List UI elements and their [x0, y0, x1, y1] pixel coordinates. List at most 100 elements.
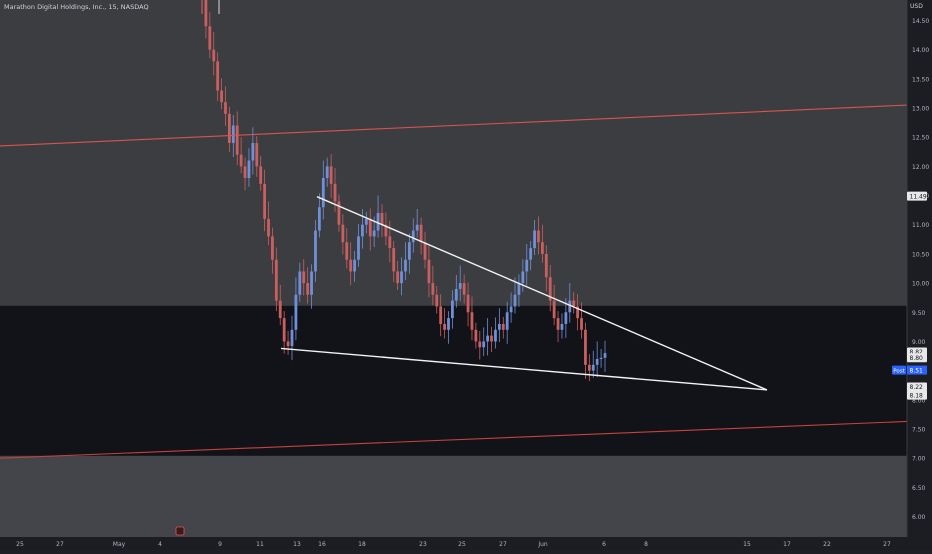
candle-body [435, 294, 439, 307]
candle-body [220, 90, 223, 103]
candle-body [314, 230, 317, 272]
candle-body [447, 318, 450, 330]
candle-body [317, 207, 321, 231]
candle-body [599, 357, 603, 359]
time-axis-strip [0, 537, 932, 550]
candle-body [224, 102, 227, 114]
candle-body [517, 283, 521, 295]
earnings-marker-icon[interactable] [175, 526, 185, 536]
price-label: 8.82 [910, 349, 924, 356]
candle-body [454, 288, 458, 301]
candle-body [521, 271, 525, 284]
price-tick-label: 11.00 [912, 222, 929, 229]
candle-body [286, 341, 290, 347]
candle-body [239, 154, 243, 167]
time-tick-label: 6 [602, 541, 606, 548]
candle-body [478, 341, 482, 348]
candle-body [407, 242, 411, 260]
wedge-top-line[interactable] [316, 196, 768, 391]
upper-red-channel[interactable] [0, 104, 908, 147]
candle-body [400, 271, 403, 284]
candle-body [212, 49, 216, 62]
candle-body [525, 259, 529, 272]
candle-body [560, 323, 564, 330]
time-tick-label: 25 [458, 541, 466, 548]
time-tick-label: 13 [293, 541, 301, 548]
candle-body [509, 306, 513, 313]
candle-body [263, 183, 267, 219]
time-tick-label: 15 [743, 541, 751, 548]
middle-zone [0, 305, 907, 456]
time-tick-label: 23 [419, 541, 427, 548]
price-label-box [907, 390, 927, 400]
candle-body [572, 300, 576, 307]
candle-body [513, 294, 517, 307]
candle-body [380, 213, 384, 225]
price-tick-label: 13.00 [912, 105, 929, 112]
price-label: 8.51 [910, 367, 924, 374]
candle-body [372, 230, 376, 237]
price-tick-label: 13.50 [912, 76, 929, 83]
candle-body [247, 160, 251, 179]
wedge-bottom-line[interactable] [280, 347, 768, 391]
candle-body [486, 335, 490, 342]
price-label-box [907, 365, 927, 375]
candle-body [431, 283, 435, 295]
time-tick-label: 9 [218, 541, 222, 548]
candle-body [556, 318, 560, 330]
candle-body [357, 236, 360, 260]
lower-zone [0, 455, 907, 537]
candle-body [231, 125, 235, 144]
price-tick-label: 14.00 [912, 47, 929, 54]
candle-body [568, 300, 572, 313]
candle-body [298, 271, 302, 295]
candle-body [235, 125, 239, 155]
price-tick-label: 9.00 [912, 339, 926, 346]
candle-body [227, 113, 231, 144]
price-tick-label: 12.50 [912, 135, 929, 142]
price-label: 8.22 [910, 384, 924, 391]
time-tick-label: 27 [56, 541, 64, 548]
price-label-box [907, 191, 927, 201]
candle-body [361, 224, 364, 237]
candle-body [587, 364, 591, 371]
candle-body [529, 248, 533, 260]
candle-body [443, 323, 446, 330]
candle-body [349, 259, 353, 272]
price-tick-label: 12.00 [912, 164, 929, 171]
currency-label: USD [910, 3, 923, 10]
time-tick-label: 16 [318, 541, 326, 548]
price-label-box [907, 382, 927, 392]
candle-body [306, 283, 310, 295]
candle-body [329, 166, 333, 184]
candle-body [497, 323, 501, 330]
price-tick-label: 8.00 [912, 397, 926, 404]
candle-body [333, 183, 337, 202]
candle-body [282, 318, 286, 342]
candle-body [255, 143, 259, 167]
candle-body [415, 224, 419, 231]
candle-body [364, 218, 368, 225]
candle-body [243, 166, 247, 179]
candle-body [251, 143, 255, 161]
candle-body [537, 230, 540, 243]
time-tick-label: 11 [256, 541, 264, 548]
time-tick-label: 25 [16, 541, 24, 548]
price-label-box [907, 353, 927, 363]
price-tick-label: 9.50 [912, 310, 926, 317]
candle-body [580, 318, 583, 330]
lower-red-channel[interactable] [0, 420, 908, 459]
candle-body [548, 277, 552, 301]
candle-body [376, 213, 380, 231]
candle-body [294, 294, 298, 330]
candle-body [216, 61, 220, 91]
candle-body [290, 329, 294, 347]
candle-body [576, 306, 580, 319]
candle-body [591, 364, 595, 371]
candle-body [603, 353, 607, 358]
candle-body [470, 312, 474, 330]
time-tick-label: 17 [783, 541, 791, 548]
